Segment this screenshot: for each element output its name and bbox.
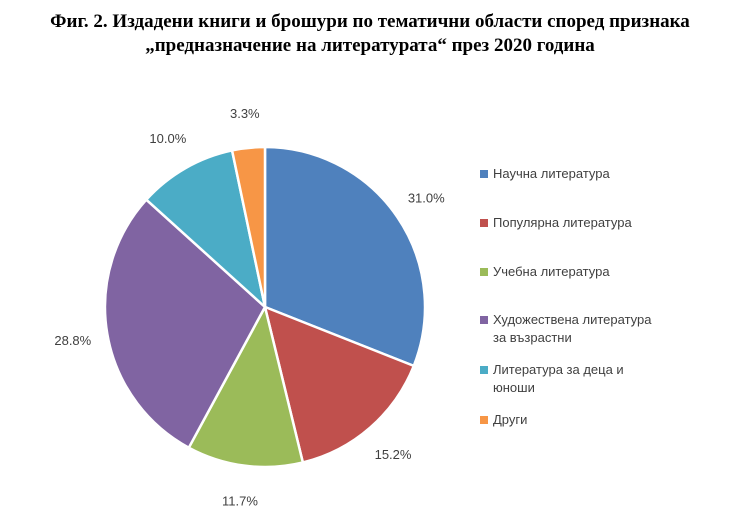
legend-swatch-1 [480, 170, 488, 178]
legend-label-line: Научна литература [493, 166, 610, 181]
pie-slice-1 [263, 145, 427, 368]
chart-title-line-2: „предназначение на литературата“ през 20… [145, 35, 595, 56]
legend-label-line: Художествена литература [493, 312, 652, 327]
legend-swatch-5 [480, 366, 488, 374]
legend-label-line: Популярна литература [493, 215, 632, 230]
legend-label-6: Други [493, 411, 718, 429]
chart-title-line-1: Фиг. 2. Издадени книги и брошури по тема… [50, 11, 690, 32]
pie-slice-2 [263, 305, 416, 464]
legend-label-line: за възрастни [493, 330, 572, 345]
legend-label-4: Художествена литература за възрастни [493, 311, 718, 347]
pie-slice-4 [103, 198, 267, 449]
legend-swatch-4 [480, 316, 488, 324]
data-label-5: 10.0% [149, 131, 186, 146]
data-label-4: 28.8% [54, 333, 91, 348]
pie-slice-6 [230, 145, 267, 309]
legend-label-5: Литература за деца и юноши [493, 361, 718, 397]
legend-swatch-2 [480, 219, 488, 227]
pie-slice-3 [187, 305, 305, 469]
data-label-6: 3.3% [230, 106, 260, 121]
legend-label-line: Други [493, 412, 528, 427]
legend-swatch-6 [480, 416, 488, 424]
chart-title: Фиг. 2. Издадени книги и брошури по тема… [0, 10, 740, 58]
legend-label-3: Учебна литература [493, 263, 718, 281]
legend-label-1: Научна литература [493, 165, 718, 183]
data-label-3: 11.7% [222, 493, 258, 506]
data-label-2: 15.2% [375, 447, 412, 462]
data-label-1: 31.0% [408, 190, 445, 205]
legend-label-line: Литература за деца и [493, 362, 624, 377]
legend-label-line: юноши [493, 380, 535, 395]
legend-label-line: Учебна литература [493, 264, 610, 279]
legend-label-2: Популярна литература [493, 214, 718, 232]
legend-swatch-3 [480, 268, 488, 276]
pie-slice-5 [145, 149, 267, 309]
